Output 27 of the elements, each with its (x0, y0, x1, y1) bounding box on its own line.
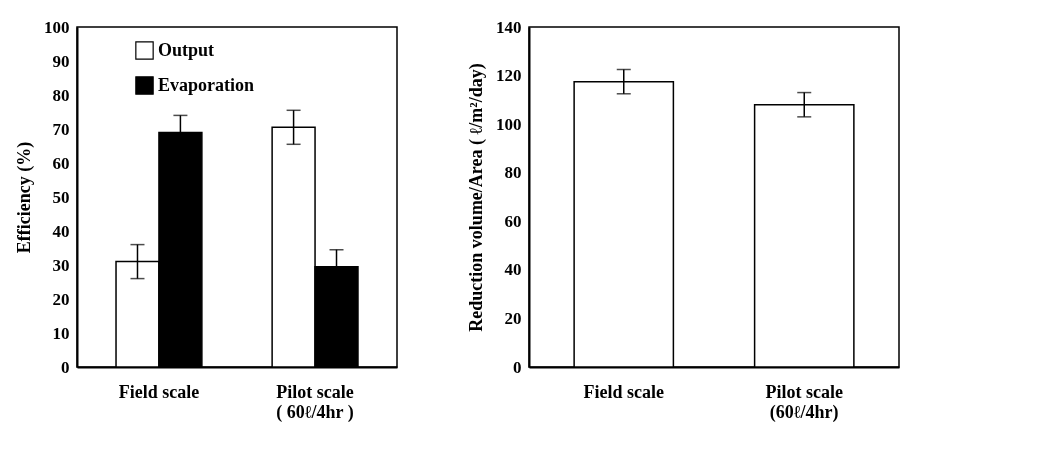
x-tick-label: Field scale (118, 381, 200, 402)
y-tick-label: 100 (496, 114, 522, 134)
y-tick-label: 80 (504, 163, 522, 183)
y-tick-label: 10 (52, 323, 70, 343)
y-tick-label: 80 (52, 85, 70, 105)
y-tick-label: 140 (496, 17, 522, 37)
y-tick-label: 40 (504, 260, 522, 280)
y-tick-label: 60 (504, 211, 522, 231)
y-tick-label: 20 (52, 289, 70, 309)
x-tick-label: Pilot scale (60ℓ/4hr) (765, 381, 843, 423)
legend-label: Output (158, 39, 215, 60)
y-tick-label: 90 (52, 51, 70, 71)
y-tick-label: 100 (44, 17, 70, 37)
y-tick-label: 70 (52, 119, 70, 139)
y-tick-label: 0 (513, 357, 522, 377)
y-tick-label: 60 (52, 153, 70, 173)
y-axis-title: Reduction volume/Area ( ℓ/m²/day) (466, 63, 487, 332)
legend-label: Evaporation (158, 74, 255, 95)
y-tick-label: 40 (52, 221, 70, 241)
x-tick-label: Pilot scale ( 60ℓ/4hr ) (276, 381, 354, 423)
y-tick-label: 120 (496, 66, 522, 86)
y-axis-title: Efficiency (%) (14, 141, 35, 254)
y-tick-label: 50 (52, 187, 70, 207)
y-tick-label: 30 (52, 255, 70, 275)
y-tick-label: 20 (504, 308, 522, 328)
y-tick-label: 0 (61, 357, 70, 377)
x-tick-label: Field scale (583, 381, 665, 402)
